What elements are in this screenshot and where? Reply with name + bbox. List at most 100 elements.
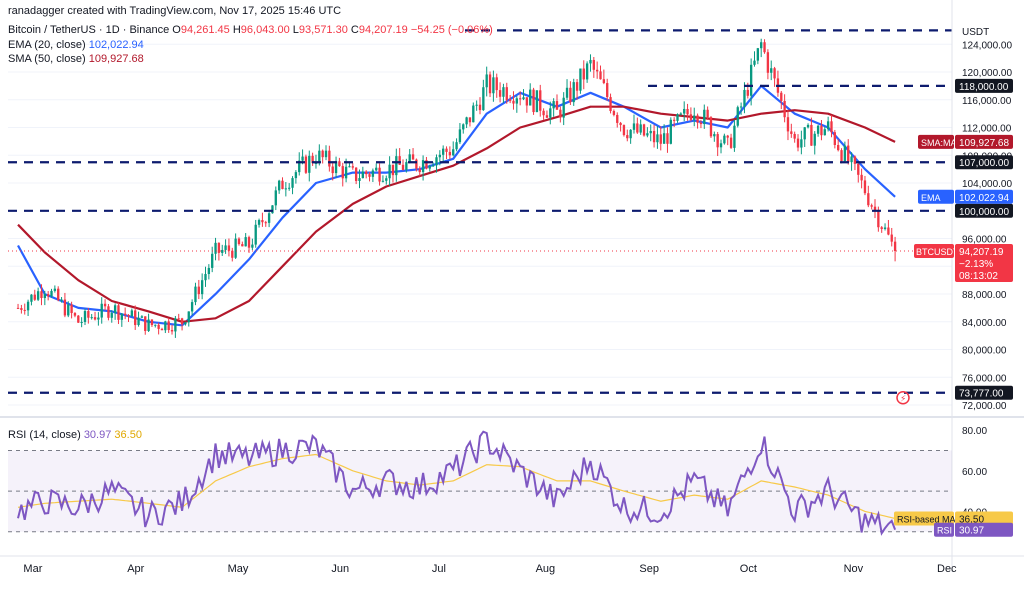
candle-down[interactable] xyxy=(177,318,180,320)
candle-down[interactable] xyxy=(877,210,880,228)
candle-up[interactable] xyxy=(455,142,458,150)
candle-down[interactable] xyxy=(763,42,766,53)
candle-down[interactable] xyxy=(391,164,395,176)
candle-up[interactable] xyxy=(683,108,686,114)
candle-down[interactable] xyxy=(448,151,452,156)
candle-down[interactable] xyxy=(411,154,415,160)
candle-up[interactable] xyxy=(442,148,445,155)
candle-up[interactable] xyxy=(36,291,40,300)
candle-down[interactable] xyxy=(304,156,308,173)
candle-up[interactable] xyxy=(224,245,227,250)
candle-up[interactable] xyxy=(806,124,810,128)
candle-down[interactable] xyxy=(93,317,97,320)
candle-up[interactable] xyxy=(676,114,679,121)
candle-down[interactable] xyxy=(833,132,837,145)
candle-down[interactable] xyxy=(689,114,693,120)
candle-up[interactable] xyxy=(314,162,318,164)
candle-up[interactable] xyxy=(130,310,134,317)
symbol-name[interactable]: Bitcoin / TetherUS · 1D · Binance xyxy=(8,24,170,36)
candle-up[interactable] xyxy=(318,150,321,163)
candle-down[interactable] xyxy=(880,227,883,229)
candle-down[interactable] xyxy=(602,79,606,84)
candle-up[interactable] xyxy=(291,178,294,188)
candle-up[interactable] xyxy=(475,104,478,106)
candle-down[interactable] xyxy=(699,122,703,125)
candle-up[interactable] xyxy=(207,267,211,275)
candle-down[interactable] xyxy=(539,90,542,111)
candle-up[interactable] xyxy=(324,150,328,158)
candle-up[interactable] xyxy=(435,157,438,166)
candle-up[interactable] xyxy=(277,180,281,191)
candle-up[interactable] xyxy=(194,286,197,303)
candle-up[interactable] xyxy=(200,280,204,295)
candle-up[interactable] xyxy=(137,317,140,326)
candle-down[interactable] xyxy=(830,121,833,133)
candle-up[interactable] xyxy=(562,97,565,118)
candle-down[interactable] xyxy=(709,117,713,137)
candle-down[interactable] xyxy=(354,167,358,182)
candle-up[interactable] xyxy=(693,115,696,120)
candle-up[interactable] xyxy=(458,129,462,143)
candle-up[interactable] xyxy=(662,133,666,144)
candle-down[interactable] xyxy=(77,315,80,323)
candle-up[interactable] xyxy=(221,249,224,253)
candle-down[interactable] xyxy=(341,166,344,179)
candle-up[interactable] xyxy=(100,303,103,318)
candle-up[interactable] xyxy=(646,133,649,136)
candle-down[interactable] xyxy=(796,138,800,148)
candle-down[interactable] xyxy=(144,316,147,331)
candle-up[interactable] xyxy=(462,124,465,130)
candle-down[interactable] xyxy=(773,68,776,79)
candle-up[interactable] xyxy=(271,205,274,214)
candle-down[interactable] xyxy=(468,117,472,123)
candle-down[interactable] xyxy=(786,117,790,132)
candle-up[interactable] xyxy=(679,113,683,115)
candle-down[interactable] xyxy=(659,134,662,144)
candle-down[interactable] xyxy=(863,180,867,194)
candle-down[interactable] xyxy=(636,123,639,133)
candle-up[interactable] xyxy=(552,101,555,109)
candle-up[interactable] xyxy=(502,87,505,97)
candle-down[interactable] xyxy=(616,114,619,123)
candle-down[interactable] xyxy=(33,294,36,300)
candle-up[interactable] xyxy=(639,124,642,133)
candle-down[interactable] xyxy=(652,130,656,143)
candle-up[interactable] xyxy=(452,149,455,156)
candle-down[interactable] xyxy=(231,250,234,258)
candle-up[interactable] xyxy=(371,170,375,177)
candle-up[interactable] xyxy=(80,321,83,323)
candle-up[interactable] xyxy=(826,121,830,130)
candle-up[interactable] xyxy=(739,106,743,108)
candle-down[interactable] xyxy=(729,137,733,148)
candle-down[interactable] xyxy=(569,87,572,103)
candle-down[interactable] xyxy=(766,52,770,73)
candle-up[interactable] xyxy=(244,237,247,247)
candle-up[interactable] xyxy=(204,274,207,281)
candle-up[interactable] xyxy=(147,319,150,331)
candle-up[interactable] xyxy=(257,220,261,225)
candle-down[interactable] xyxy=(351,166,354,168)
candle-up[interactable] xyxy=(110,313,113,318)
ema-legend[interactable]: EMA (20, close) 102,022.94 xyxy=(8,39,144,52)
candle-down[interactable] xyxy=(338,161,341,167)
candle-down[interactable] xyxy=(505,87,508,101)
candle-down[interactable] xyxy=(40,291,43,299)
candle-down[interactable] xyxy=(247,237,251,248)
candle-up[interactable] xyxy=(669,119,672,144)
candle-down[interactable] xyxy=(311,155,314,164)
candle-up[interactable] xyxy=(736,107,739,126)
candle-up[interactable] xyxy=(649,130,652,134)
candle-up[interactable] xyxy=(140,316,144,318)
candle-up[interactable] xyxy=(535,90,539,113)
candle-down[interactable] xyxy=(686,108,689,115)
candle-down[interactable] xyxy=(445,148,448,152)
candle-down[interactable] xyxy=(241,244,244,247)
candle-down[interactable] xyxy=(331,166,334,174)
candle-down[interactable] xyxy=(873,206,877,211)
candle-up[interactable] xyxy=(214,242,217,254)
candle-down[interactable] xyxy=(103,303,107,307)
candle-up[interactable] xyxy=(579,68,582,91)
candle-up[interactable] xyxy=(428,166,431,169)
candle-down[interactable] xyxy=(790,131,793,134)
